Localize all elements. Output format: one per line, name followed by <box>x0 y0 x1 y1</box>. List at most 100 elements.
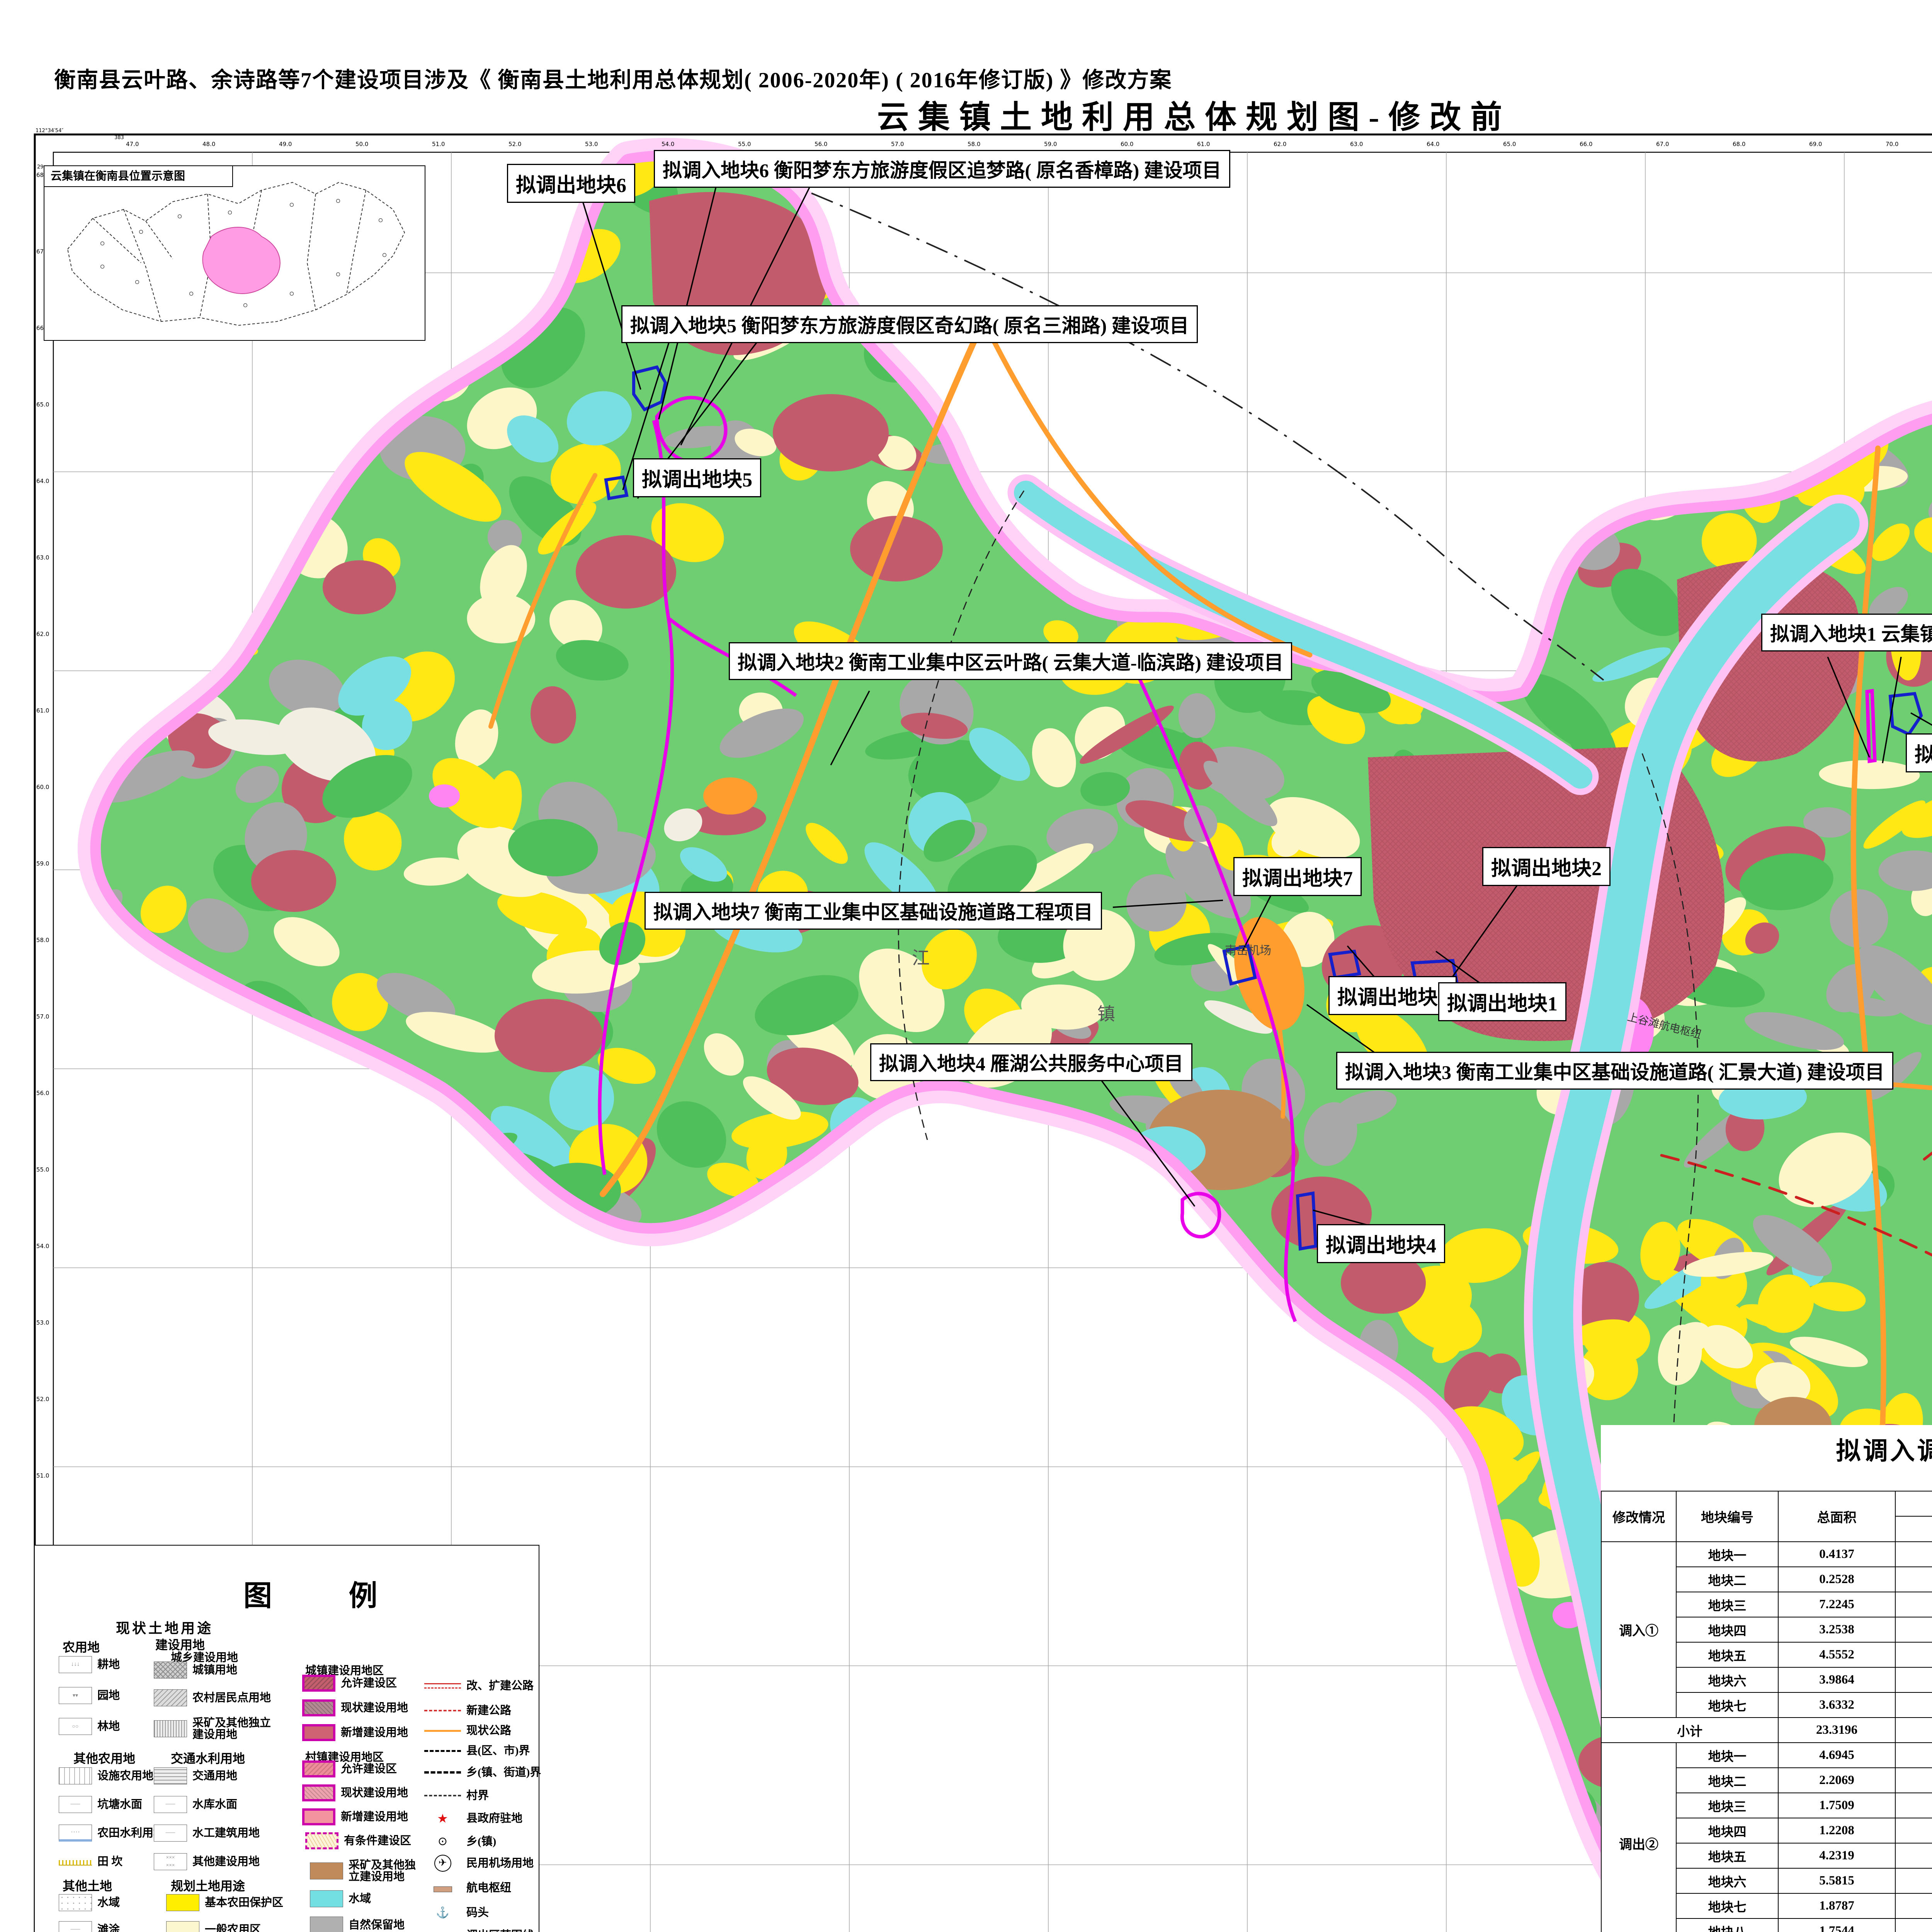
project-lines <box>598 396 1877 1322</box>
subtotal-value: 23.3196 <box>1778 1717 1896 1743</box>
grid-label: 62.0 <box>36 631 49 638</box>
field-ridge-swatch <box>59 1853 92 1870</box>
legend-item: 农村居民点用地 <box>154 1689 271 1706</box>
grid-label: 66.0 <box>1580 141 1592 148</box>
grid-label: 58.0 <box>968 141 980 148</box>
legend-section: 其他农用地 <box>73 1752 136 1765</box>
grid-label: 59.0 <box>1044 141 1057 148</box>
county-seat-icon: ★ <box>437 1811 448 1825</box>
legend-item: 设施农用地 <box>59 1767 153 1784</box>
grid-label: 67.0 <box>1656 141 1669 148</box>
legend-item: ✈ 民用机场用地 <box>424 1855 534 1872</box>
grid-label: 54.0 <box>662 141 674 148</box>
area-value: 3.6332 <box>1778 1692 1896 1718</box>
transport-land-swatch <box>154 1767 187 1784</box>
area-value: 4.6945 <box>1778 1742 1896 1768</box>
mudflat-swatch <box>59 1921 92 1932</box>
town-marker-icon: ⊙ <box>437 1835 448 1848</box>
area-value: 4.2319 <box>1895 1843 1932 1869</box>
legend-item: 田 坎 <box>59 1853 122 1870</box>
plot-id: 地块一 <box>1676 1541 1779 1567</box>
mining-land-swatch <box>154 1720 187 1738</box>
subtotal-label: 小计 <box>1601 1717 1779 1743</box>
callout-in-7: 拟调入地块7 衡南工业集中区基础设施道路工程项目 <box>645 892 1102 930</box>
grid-label: 57.0 <box>36 1013 49 1020</box>
grid-label: 47.0 <box>126 141 139 148</box>
village-existing-swatch <box>302 1784 335 1801</box>
grid-label: 68.0 <box>1733 141 1745 148</box>
plot-id: 地块六 <box>1676 1667 1779 1693</box>
legend-item: 基本农田保护区 <box>166 1894 283 1911</box>
legend-item: ★ 县政府驻地 <box>424 1811 522 1826</box>
callout-in-4: 拟调入地块4 雁湖公共服务中心项目 <box>870 1043 1192 1081</box>
col-header: 修改情况 <box>1601 1491 1677 1542</box>
forest-swatch <box>59 1718 92 1735</box>
legend-item: 水域 <box>59 1894 120 1911</box>
other-construction-swatch <box>154 1853 187 1870</box>
village-new-swatch <box>302 1808 335 1825</box>
group-label: 调出② <box>1601 1742 1677 1932</box>
area-value: 3.2538 <box>1778 1617 1896 1643</box>
legend-item: 村界 <box>424 1790 489 1801</box>
grid-label: 52.0 <box>36 1396 49 1403</box>
legend-item: 现状建设用地 <box>302 1699 408 1716</box>
grid-label: 60.0 <box>36 784 49 791</box>
area-value: 1.2208 <box>1895 1818 1932 1844</box>
area-value: 3.4918 <box>1895 1642 1932 1668</box>
area-value: 2.7630 <box>1895 1617 1932 1643</box>
legend-item: 采矿及其他独立建设用地 <box>310 1859 426 1883</box>
village-allowed-swatch <box>302 1760 335 1777</box>
svg-text:383: 383 <box>114 135 124 141</box>
legend-item: 林地 <box>59 1718 120 1735</box>
airport-icon: ✈ <box>424 1855 461 1872</box>
col-header-blank <box>1895 1516 1932 1542</box>
hydro-hub-icon <box>424 1880 461 1896</box>
grid-label: 61.0 <box>36 707 49 714</box>
grid-label: 64.0 <box>1427 141 1439 148</box>
area-value: 0.1715 <box>1895 1566 1932 1592</box>
plot-id: 地块六 <box>1676 1868 1779 1894</box>
legend-item: 航电枢纽 <box>424 1880 511 1896</box>
legend-item: 一般农用区 <box>166 1921 261 1932</box>
grid-label: 57.0 <box>891 141 904 148</box>
grid-label: 60.0 <box>1121 141 1133 148</box>
area-value: 7.2245 <box>1778 1592 1896 1617</box>
grid-label: 56.0 <box>815 141 827 148</box>
grid-label: 49.0 <box>279 141 292 148</box>
inset-map: 云集镇在衡南县位置示意图 <box>44 165 425 341</box>
legend-item: ⊙ 乡(镇) <box>424 1834 496 1849</box>
planned-water-swatch <box>310 1890 343 1907</box>
farm-water-swatch <box>59 1825 92 1842</box>
county-boundary-line <box>424 1750 461 1752</box>
legend-item: 现状建设用地 <box>302 1784 408 1801</box>
grid-label: 53.0 <box>36 1319 49 1326</box>
area-value: 4.5552 <box>1778 1642 1896 1668</box>
legend-item: 交通用地 <box>154 1767 237 1784</box>
grid-label: 50.0 <box>355 141 368 148</box>
legend-item: 有条件建设区 <box>305 1832 411 1849</box>
area-value: 1.8787 <box>1778 1893 1896 1919</box>
legend-item: 乡(镇、街道)界 <box>424 1767 541 1778</box>
document-supertitle: 衡南县云叶路、余诗路等7个建设项目涉及《 衡南县土地利用总体规划( 2006-2… <box>54 68 1172 92</box>
group-label: 调入① <box>1601 1541 1677 1718</box>
watermark-char: 镇 <box>1097 1003 1115 1024</box>
plot-id: 地块五 <box>1676 1642 1779 1668</box>
callout-out-2: 拟调出地块2 <box>1482 847 1611 886</box>
planned-reserved-swatch <box>310 1917 343 1932</box>
area-table-panel: 拟调入调出面积情况表 单位: 公顷 修改情况 地块编号 总面积 农用地 建设用地… <box>1601 1425 1932 1932</box>
legend-title: 图 例 <box>243 1580 412 1612</box>
callout-in-2: 拟调入地块2 衡南工业集中区云叶路( 云集大道-临滨路) 建设项目 <box>729 642 1293 680</box>
callout-in-3: 拟调入地块3 衡南工业集中区基础设施道路( 汇景大道) 建设项目 <box>1336 1052 1893 1090</box>
grid-label: 56.0 <box>36 1090 49 1097</box>
legend-item: 水域 <box>310 1890 371 1907</box>
legend-item: 调出区范围线 <box>424 1930 534 1932</box>
callout-out-4: 拟调出地块4 <box>1317 1224 1446 1263</box>
grid-label: 63.0 <box>36 554 49 561</box>
table-row: 地块八1.75440.79790.45620.00000.9565 <box>1601 1918 1932 1932</box>
